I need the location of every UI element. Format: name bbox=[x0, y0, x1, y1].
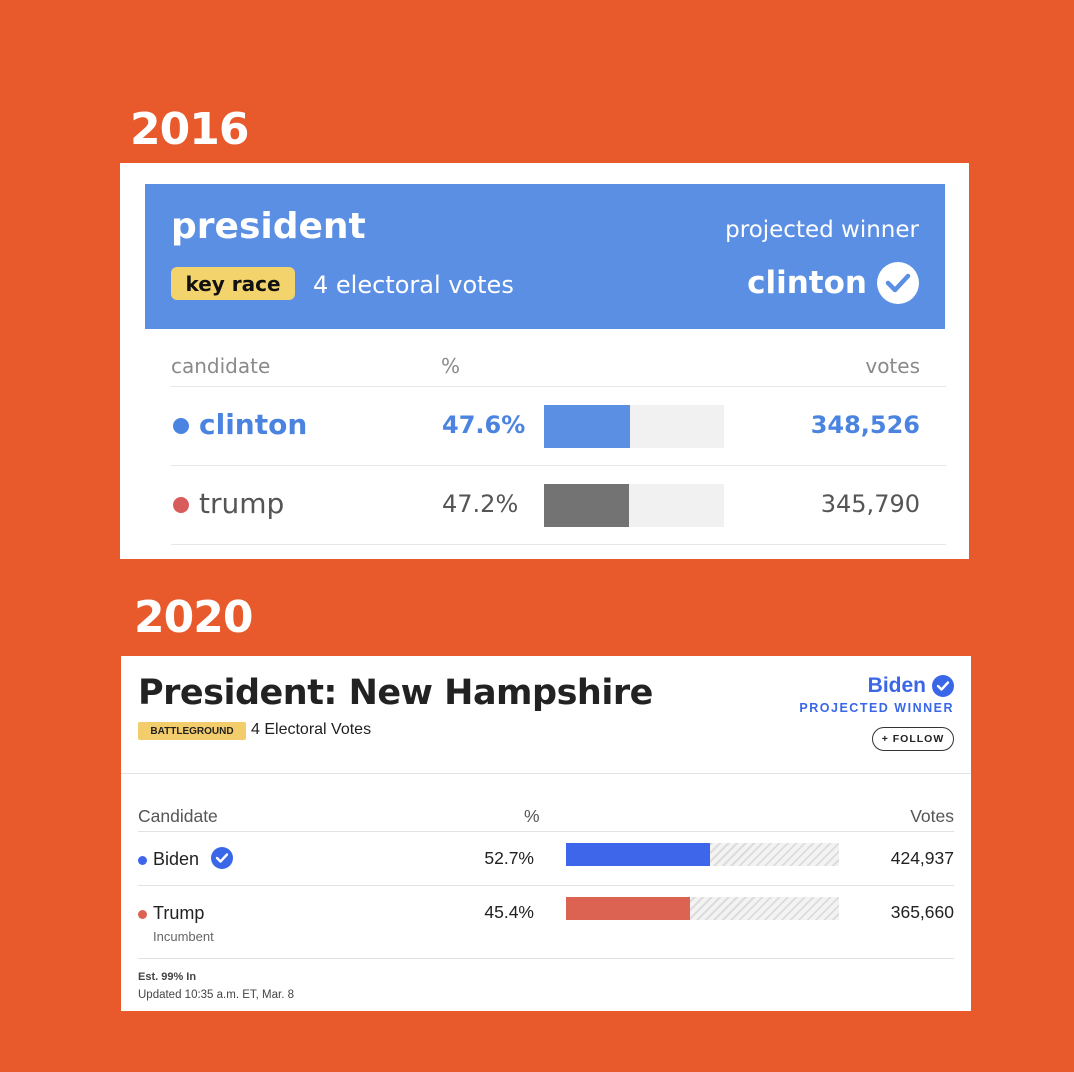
year-2020-label: 2020 bbox=[134, 592, 253, 643]
candidate-votes: 345,790 bbox=[820, 490, 920, 518]
projected-winner-label: PROJECTED WINNER bbox=[799, 701, 954, 715]
row-divider bbox=[138, 885, 954, 886]
candidate-name: Biden bbox=[153, 849, 200, 869]
row-divider bbox=[171, 465, 946, 466]
row-divider bbox=[171, 544, 946, 545]
projected-winner-label: projected winner bbox=[725, 217, 919, 243]
candidate-row-clinton: clinton 47.6% 348,526 bbox=[171, 387, 946, 465]
header-divider bbox=[121, 773, 971, 774]
row-divider bbox=[138, 831, 954, 832]
percent-column-header: % bbox=[524, 806, 540, 826]
candidate-dot bbox=[173, 418, 189, 434]
candidate-dot bbox=[138, 856, 147, 865]
column-headers: Candidate % Votes bbox=[138, 806, 954, 827]
projected-winner: Biden bbox=[868, 674, 954, 698]
candidate-percent: 45.4% bbox=[484, 902, 534, 922]
candidate-column-header: Candidate bbox=[138, 806, 218, 826]
projected-winner: clinton bbox=[747, 262, 919, 304]
year-2016-label: 2016 bbox=[130, 104, 249, 155]
candidate-dot bbox=[138, 910, 147, 919]
winner-name: clinton bbox=[747, 265, 867, 301]
candidate-dot bbox=[173, 497, 189, 513]
vote-share-fill bbox=[544, 405, 630, 448]
electoral-votes: 4 Electoral Votes bbox=[251, 721, 372, 738]
follow-button[interactable]: + FOLLOW bbox=[872, 727, 954, 751]
percent-column-header: % bbox=[441, 354, 461, 378]
candidate-percent: 47.2% bbox=[442, 490, 519, 518]
candidate-column-header: candidate bbox=[171, 354, 271, 378]
updated-timestamp: Updated 10:35 a.m. ET, Mar. 8 bbox=[138, 989, 294, 1001]
row-divider bbox=[171, 386, 946, 387]
vote-share-bar bbox=[544, 405, 724, 448]
winner-checkmark-icon bbox=[211, 847, 233, 869]
race-title: President: New Hampshire bbox=[138, 673, 653, 713]
candidate-row-trump: trump 47.2% 345,790 bbox=[171, 466, 946, 544]
vote-share-bar bbox=[544, 484, 724, 527]
vote-share-bar bbox=[566, 843, 839, 866]
candidate-row-trump: Trump Incumbent 45.4% 365,660 bbox=[138, 885, 954, 944]
vote-share-bar bbox=[566, 897, 839, 920]
checkmark-icon bbox=[932, 675, 954, 697]
winner-name: Biden bbox=[867, 674, 926, 697]
candidate-votes: 348,526 bbox=[810, 411, 920, 439]
checkmark-icon bbox=[877, 262, 919, 304]
vote-share-fill bbox=[544, 484, 629, 527]
votes-column-header: votes bbox=[865, 354, 920, 378]
vote-share-fill bbox=[566, 897, 690, 920]
candidate-percent: 47.6% bbox=[442, 411, 526, 439]
key-race-badge: key race bbox=[171, 267, 295, 300]
candidate-votes: 365,660 bbox=[890, 902, 954, 922]
candidate-name: Trump bbox=[153, 903, 205, 923]
candidate-name: trump bbox=[199, 487, 285, 520]
race-title: president bbox=[171, 206, 366, 247]
candidate-votes: 424,937 bbox=[890, 848, 954, 868]
candidate-name: clinton bbox=[199, 408, 308, 441]
estimated-reporting: Est. 99% In bbox=[138, 971, 197, 983]
results-card-2016: president key race 4 electoral votes pro… bbox=[120, 163, 969, 559]
votes-column-header: Votes bbox=[910, 806, 954, 826]
vote-share-fill bbox=[566, 843, 710, 866]
candidate-row-biden: Biden 52.7% 424,937 bbox=[138, 831, 954, 886]
battleground-badge: BATTLEGROUND bbox=[138, 722, 246, 740]
column-headers: candidate % votes bbox=[171, 354, 946, 378]
incumbent-label: Incumbent bbox=[153, 929, 214, 944]
electoral-votes: 4 electoral votes bbox=[313, 271, 514, 299]
race-header-2016: president key race 4 electoral votes pro… bbox=[145, 184, 945, 329]
row-divider bbox=[138, 958, 954, 959]
candidate-percent: 52.7% bbox=[484, 848, 534, 868]
results-card-2020: President: New Hampshire BATTLEGROUND 4 … bbox=[121, 656, 971, 1011]
